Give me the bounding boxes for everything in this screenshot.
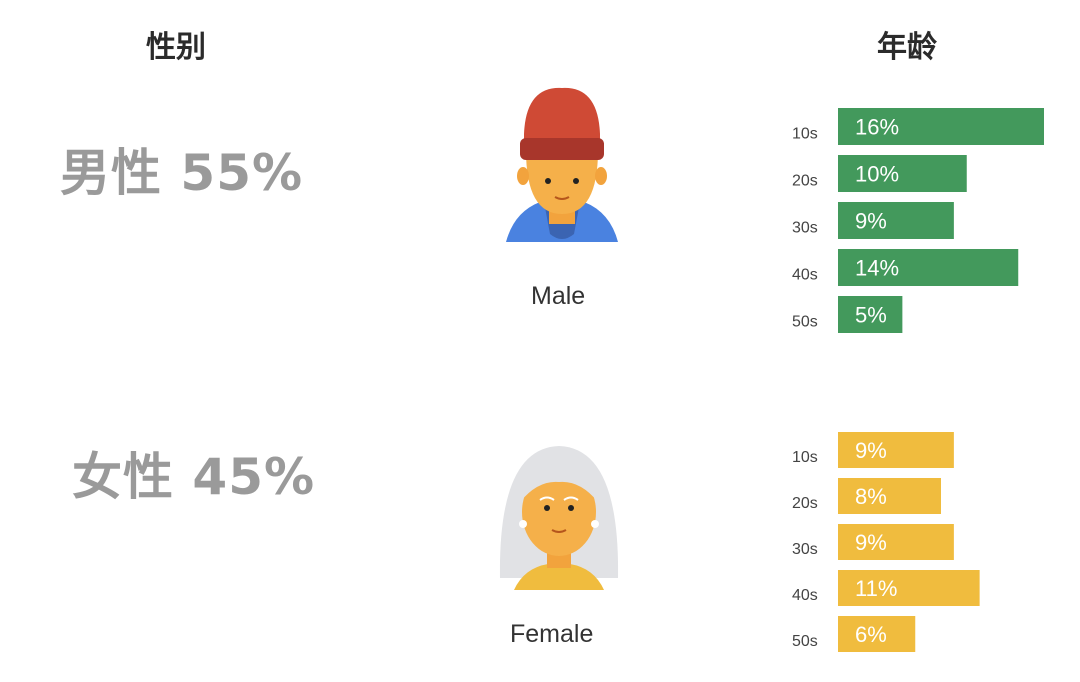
- female-caption: Female: [510, 620, 594, 648]
- female-tick-label: 10s: [792, 449, 818, 466]
- female-avatar-icon: [499, 446, 619, 590]
- age-header: 年龄: [877, 30, 937, 65]
- female-data-label: 9%: [855, 438, 887, 463]
- male-data-label: 16%: [855, 115, 899, 140]
- male-data-label: 10%: [855, 162, 899, 187]
- male-bar-50s: [838, 296, 903, 333]
- male-tick-label: 30s: [792, 220, 818, 237]
- male-tick-label: 10s: [792, 126, 818, 143]
- gender-header: 性别: [146, 30, 206, 65]
- female-bar-30s: [838, 524, 954, 560]
- female-data-label: 9%: [855, 530, 887, 555]
- female-bar-20s: [838, 478, 941, 514]
- female-summary: 女性 45%: [72, 448, 316, 506]
- male-data-label: 14%: [855, 256, 899, 281]
- male-age-chart: 10s 16% 20s 10% 30s 9% 40s 14% 50s 5%: [792, 108, 1044, 333]
- female-data-label: 8%: [855, 484, 887, 509]
- male-avatar-icon: [506, 87, 618, 242]
- female-data-label: 11%: [855, 576, 897, 601]
- male-tick-label: 40s: [792, 267, 818, 284]
- female-bar-10s: [838, 432, 954, 468]
- male-tick-label: 20s: [792, 173, 818, 190]
- male-bar-20s: [838, 155, 967, 192]
- male-data-label: 5%: [855, 303, 887, 328]
- female-tick-label: 30s: [792, 541, 818, 558]
- female-age-chart: 10s 9% 20s 8% 30s 9% 40s 11% 50s 6%: [792, 432, 980, 652]
- female-tick-label: 20s: [792, 495, 818, 512]
- female-tick-label: 40s: [792, 587, 818, 604]
- male-tick-label: 50s: [792, 314, 818, 331]
- female-data-label: 6%: [855, 622, 887, 647]
- male-bar-10s: [838, 108, 1044, 145]
- male-summary: 男性 55%: [60, 144, 304, 202]
- male-bar-30s: [838, 202, 954, 239]
- female-bar-50s: [838, 616, 916, 652]
- female-tick-label: 50s: [792, 633, 818, 650]
- male-caption: Male: [531, 282, 586, 310]
- male-data-label: 9%: [855, 209, 887, 234]
- female-bar-40s: [838, 570, 980, 606]
- male-bar-40s: [838, 249, 1019, 286]
